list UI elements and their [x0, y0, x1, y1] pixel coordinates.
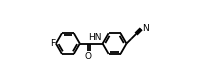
Text: F: F — [50, 39, 55, 48]
Text: N: N — [142, 24, 149, 33]
Text: HN: HN — [88, 33, 101, 42]
Text: O: O — [85, 52, 92, 61]
